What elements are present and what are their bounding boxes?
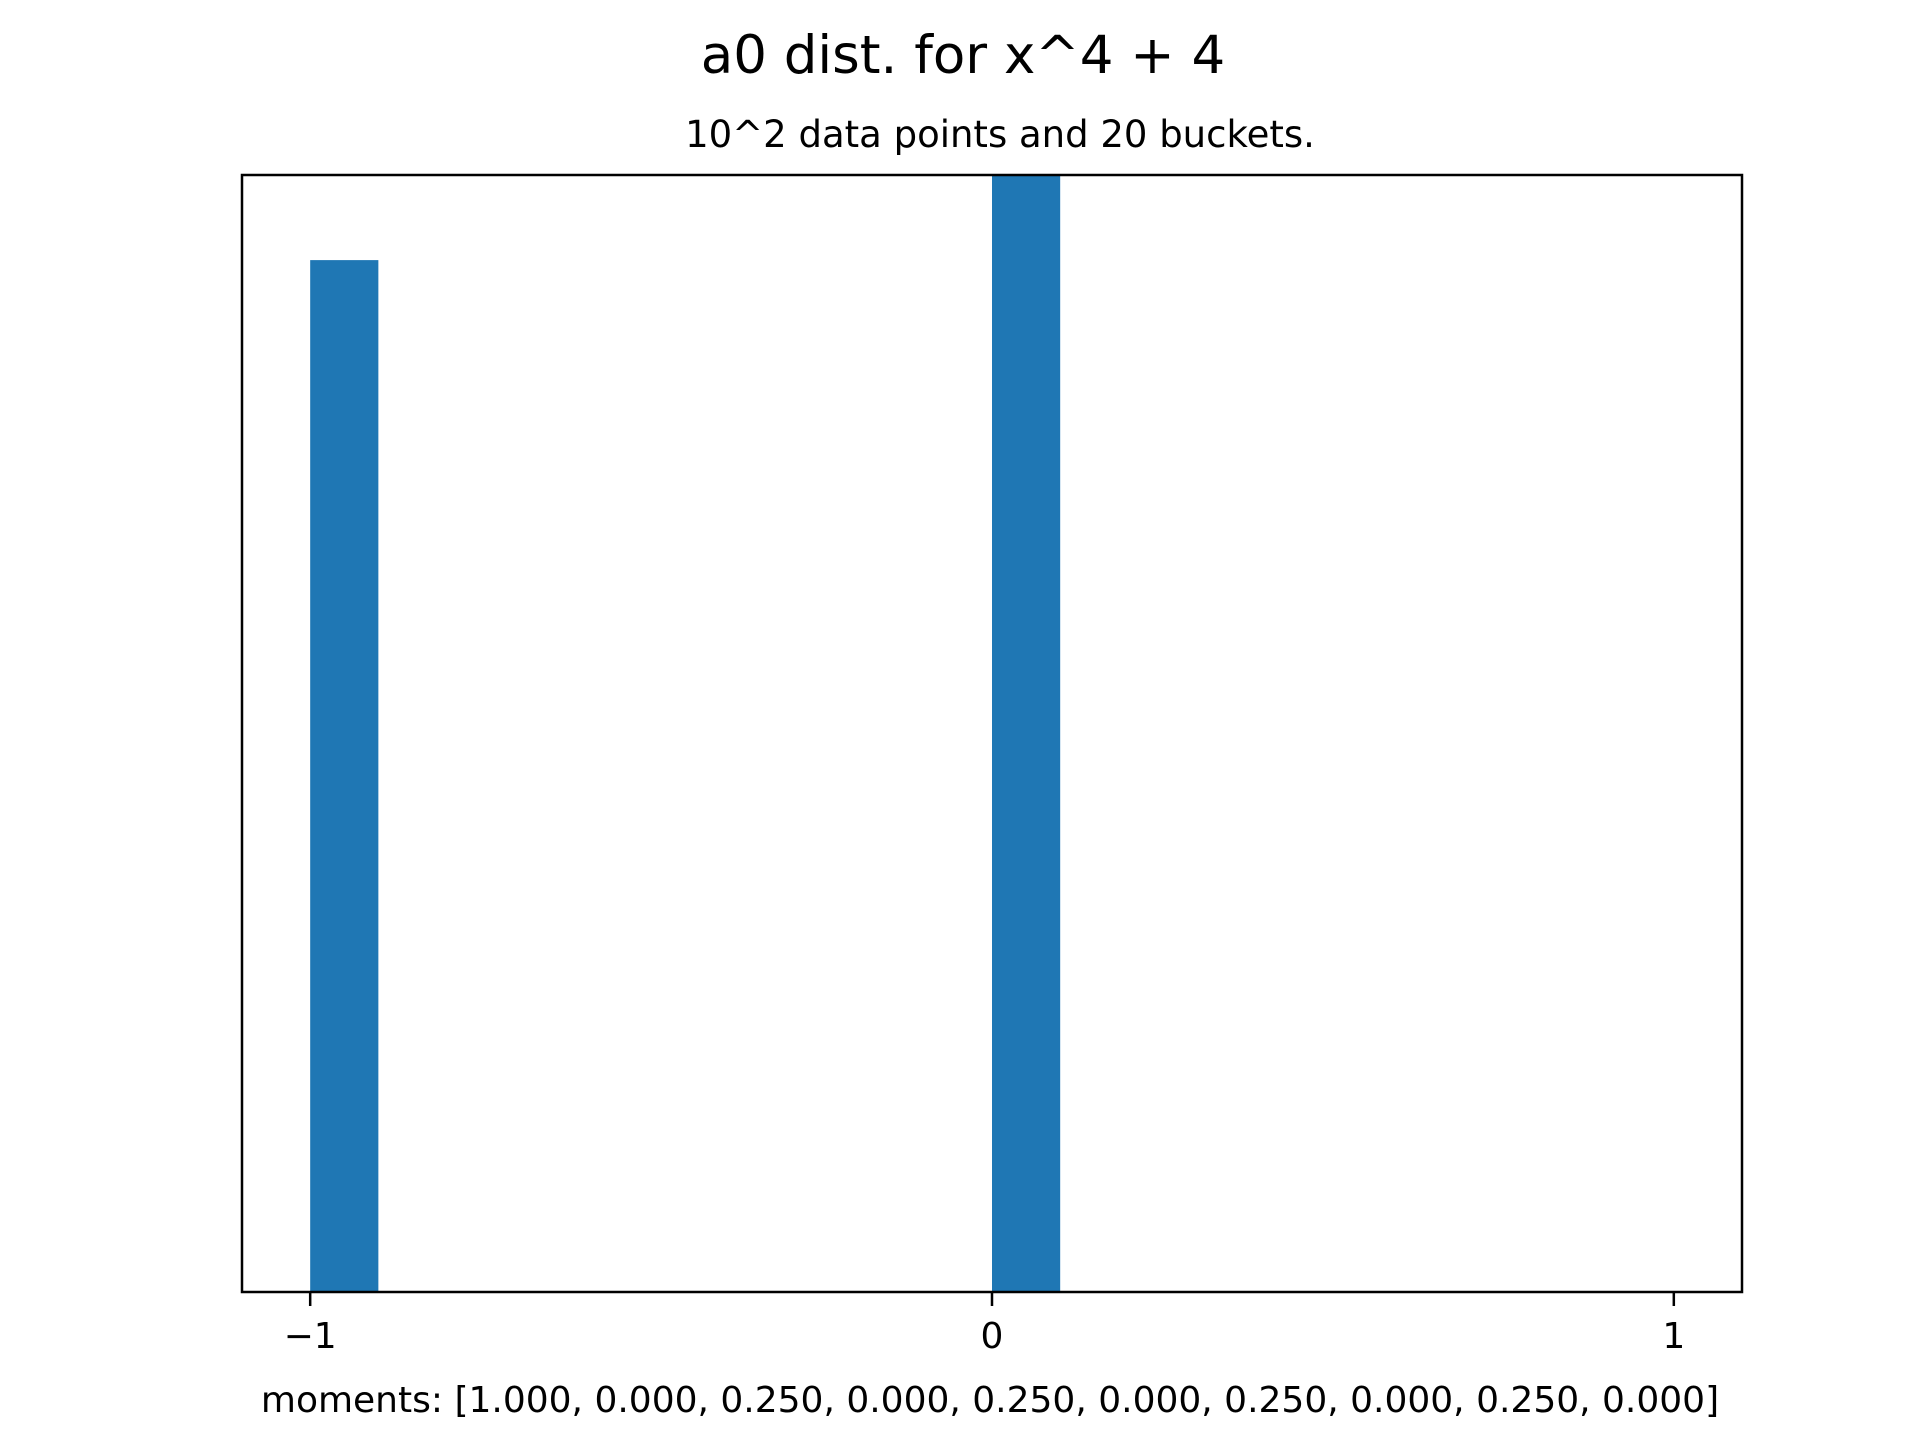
chart-subtitle: 10^2 data points and 20 buckets. [685, 113, 1315, 156]
x-tick-label-0: −1 [284, 1316, 337, 1357]
bars-layer [310, 175, 1061, 1293]
x-axis-label: moments: [1.000, 0.000, 0.250, 0.000, 0.… [261, 1380, 1719, 1421]
x-axis-ticks: −1 0 1 [284, 1292, 1685, 1357]
x-tick-label-2: 1 [1662, 1316, 1685, 1357]
x-tick-label-1: 0 [981, 1316, 1004, 1357]
chart-title: a0 dist. for x^4 + 4 [701, 25, 1226, 86]
histogram-bar-1 [992, 175, 1061, 1292]
histogram-bar-0 [310, 260, 379, 1293]
